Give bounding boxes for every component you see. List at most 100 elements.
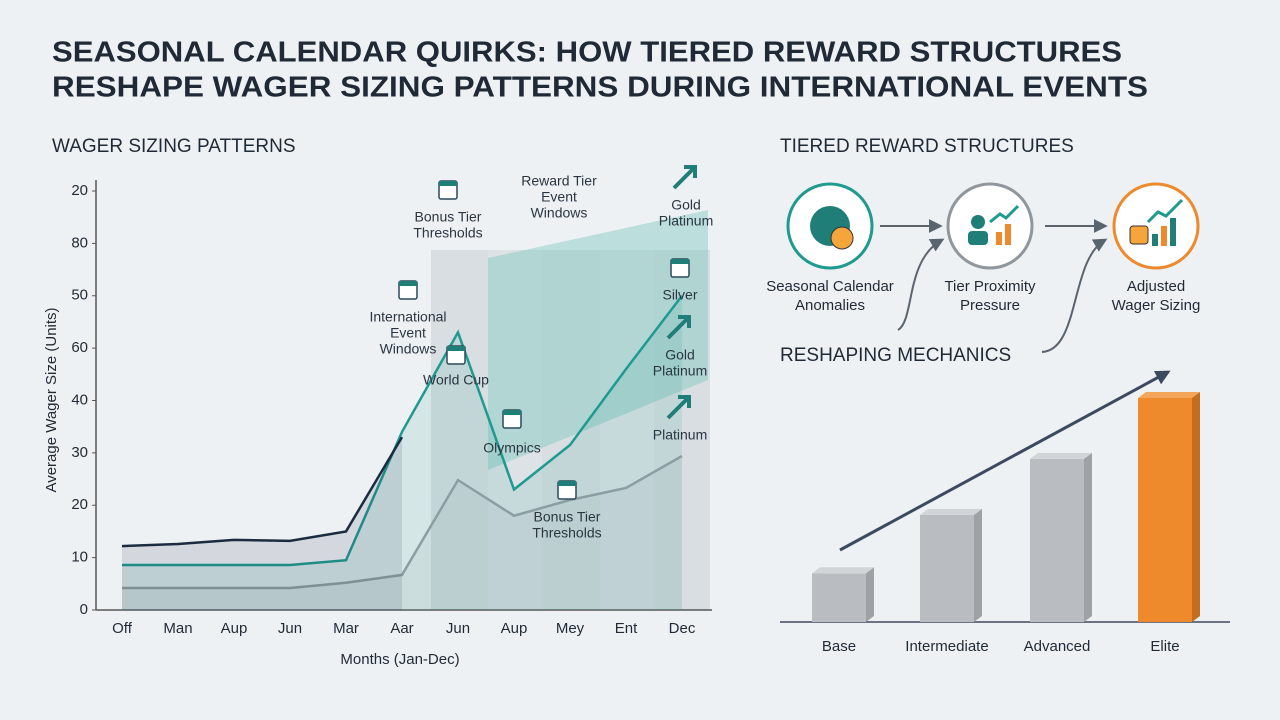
bar-side [1084,452,1092,622]
calendar-icon [671,259,689,264]
label-line: Platinum [659,213,713,229]
calendar-icon [399,281,417,286]
label-line: Wager Sizing [1112,297,1201,314]
x-tick-label: Dec [669,620,696,637]
x-tick-label: Aup [501,620,528,637]
bar-label: Advanced [1024,638,1091,655]
calendar-icon [447,346,465,351]
bar [812,573,866,622]
bar-top [1138,391,1200,398]
y-axis-label: Average Wager Size (Units) [43,307,60,492]
label-line: Silver [662,287,697,303]
bar [920,514,974,622]
label-line: Seasonal Calendar [766,278,894,295]
event-band [488,250,542,610]
x-axis-label: Months (Jan-Dec) [340,651,459,668]
flow-arrow [897,238,945,331]
x-tick-label: Jun [278,620,302,637]
x-tick-label: Mar [333,620,359,637]
line-area [122,456,682,610]
bar-label: Intermediate [905,638,988,655]
label-line: Reward Tier [521,173,597,189]
x-tick-label: Jun [446,620,470,637]
coins-icon [1129,225,1149,245]
bar [1138,397,1192,622]
label-line: Gold [665,347,695,363]
person-icon [968,231,988,245]
bar-icon [1170,218,1176,246]
tier-zone [488,210,708,470]
y-tick-label: 50 [71,287,88,304]
bar-label: Base [822,638,856,655]
mechanics-label: RESHAPING MECHANICS [780,345,1011,366]
label-line: Event [541,189,577,205]
label-line: Platinum [653,427,707,443]
trend-icon [989,204,1020,224]
bar-icon [1161,226,1167,246]
calendar-icon [558,481,576,486]
event-band [431,250,710,610]
label-line: Pressure [960,297,1020,314]
y-tick-label: 20 [71,496,88,513]
label-line: International [369,309,446,325]
y-tick-label: 60 [71,339,88,356]
arrow-icon [672,165,697,190]
title-line: SEASONAL CALENDAR QUIRKS: HOW TIERED REW… [52,37,1122,69]
label-line: World Cup [423,372,489,388]
bar-side [866,567,874,622]
title-line: RESHAPE WAGER SIZING PATTERNS DURING INT… [52,72,1148,104]
trend-icon [1146,198,1184,224]
label-line: Adjusted [1127,278,1185,295]
y-tick-label: 80 [71,234,88,251]
x-tick-label: Mey [556,620,585,637]
y-tick-label: 20 [71,182,88,199]
line-area [122,295,682,610]
x-tick-label: Aup [221,620,248,637]
label-line: Thresholds [532,525,601,541]
flow-arrow [1041,238,1108,353]
growth-arrow [839,370,1171,552]
label-line: Thresholds [413,225,482,241]
label-line: Windows [380,341,437,357]
bar-top [920,508,982,515]
line [121,436,404,548]
label-line: Platinum [653,363,707,379]
x-tick-label: Ent [615,620,638,637]
x-tick-label: Man [163,620,192,637]
y-tick-label: 40 [71,391,88,408]
bar-side [1192,391,1200,622]
label-line: Olympics [483,440,541,456]
label-line: Bonus Tier [534,509,601,525]
arrow-icon [666,315,691,340]
x-tick-label: Off [112,620,133,637]
y-tick-label: 10 [71,549,88,566]
label-line: Bonus Tier [415,209,482,225]
node-circle [946,182,1034,270]
bar-icon [996,232,1002,245]
label-line: Event [390,325,426,341]
event-band [600,250,654,610]
label-line: Gold [671,197,701,213]
bar-top [1030,452,1092,459]
y-tick-label: 0 [80,601,88,618]
clock-icon [830,226,854,250]
bar-label: Elite [1150,638,1179,655]
bar-top [812,567,874,574]
bar-icon [1005,224,1011,245]
flow-title: TIERED REWARD STRUCTURES [780,136,1074,157]
line [122,454,683,590]
bar-icon [1152,234,1158,246]
y-tick-label: 30 [71,444,88,461]
person-icon [971,215,985,229]
x-tick-label: Aar [390,620,413,637]
label-line: Windows [531,205,588,221]
calendar-icon [503,410,521,415]
chart-title: WAGER SIZING PATTERNS [52,136,296,157]
node-circle [1112,182,1200,270]
calendar-icon [439,181,457,186]
line-area [122,437,402,610]
label-line: Anomalies [795,297,865,314]
arrow-icon [666,395,691,420]
bar [1030,458,1084,622]
